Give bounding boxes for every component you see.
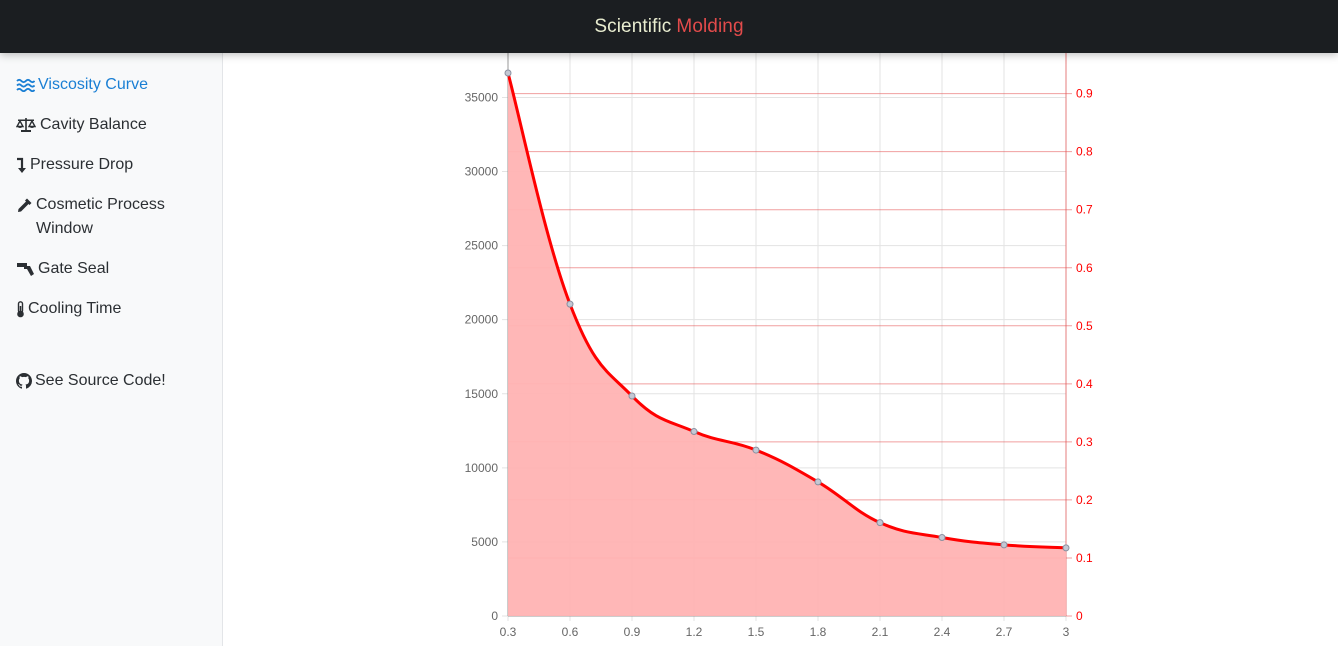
brand-title[interactable]: Scientific Molding	[594, 16, 743, 38]
sidebar: Viscosity Curve Cavity Balance Pressure …	[0, 53, 223, 646]
y-right-tick-label: 0.7	[1076, 203, 1093, 217]
sidebar-item-label: Viscosity Curve	[38, 76, 148, 93]
y-left-tick-label: 25000	[465, 239, 499, 253]
gavel-icon	[16, 257, 38, 281]
y-left-tick-label: 0	[491, 609, 498, 623]
sidebar-item-cavity-balance[interactable]: Cavity Balance	[0, 113, 222, 137]
sidebar-item-viscosity-curve[interactable]: Viscosity Curve	[0, 73, 222, 97]
eyedropper-icon	[16, 193, 36, 217]
viscosity-chart-panel: 0.3 0.6 0.9 1.2 1.5 1.8 2.1 2.4 2.7 3 0 5000 10000 15…	[223, 53, 1338, 646]
level-down-arrow-icon	[16, 153, 30, 177]
sidebar-item-label: Gate Seal	[38, 260, 110, 277]
see-source-code-link[interactable]: See Source Code!	[0, 369, 222, 393]
y-left-tick-label: 35000	[465, 90, 499, 104]
x-tick-label: 1.5	[748, 625, 765, 639]
series-area-fill	[508, 73, 1066, 616]
sidebar-item-label: Cosmetic Process Window	[36, 196, 165, 237]
y-right-tick-label: 0.9	[1076, 87, 1093, 101]
x-tick-label: 2.4	[934, 625, 951, 639]
y-left-tick-label: 5000	[471, 535, 498, 549]
y-right-tick-label: 0.1	[1076, 551, 1093, 565]
y-right-tick-label: 0.4	[1076, 377, 1093, 391]
data-point	[1062, 544, 1070, 552]
x-tick-label: 1.2	[686, 625, 703, 639]
y-right-tick-label: 0.5	[1076, 319, 1093, 333]
sidebar-item-cosmetic-process-window[interactable]: Cosmetic Process Window	[0, 193, 222, 241]
water-waves-icon	[16, 73, 38, 97]
data-point	[752, 446, 760, 454]
balance-scale-icon	[16, 113, 40, 137]
data-point	[690, 428, 698, 436]
data-point	[938, 533, 946, 541]
y-left-tick-label: 10000	[465, 461, 499, 475]
x-tick-label: 2.7	[996, 625, 1013, 639]
sidebar-item-pressure-drop[interactable]: Pressure Drop	[0, 153, 222, 177]
data-point	[566, 300, 574, 308]
sidebar-item-gate-seal[interactable]: Gate Seal	[0, 257, 222, 281]
data-point	[876, 519, 884, 527]
x-tick-label: 2.1	[872, 625, 889, 639]
sidebar-item-label: Cooling Time	[28, 300, 122, 317]
data-point	[1000, 541, 1008, 549]
data-point	[814, 478, 822, 486]
data-point	[628, 392, 636, 400]
top-navbar: Scientific Molding	[0, 0, 1338, 53]
y-right-tick-label: 0.3	[1076, 435, 1093, 449]
y-right-tick-label: 0.8	[1076, 145, 1093, 159]
sidebar-item-label: Cavity Balance	[40, 116, 147, 133]
y-right-tick-label: 0	[1076, 609, 1083, 623]
y-left-tick-label: 30000	[465, 165, 499, 179]
x-tick-label: 1.8	[810, 625, 827, 639]
brand-title-accent: Molding	[676, 15, 744, 37]
see-source-code-label: See Source Code!	[35, 372, 166, 389]
x-tick-label: 0.9	[624, 625, 641, 639]
y-left-tick-label: 20000	[465, 313, 499, 327]
sidebar-item-label: Pressure Drop	[30, 156, 134, 173]
x-tick-label: 3	[1063, 625, 1070, 639]
brand-title-main: Scientific	[594, 15, 672, 37]
x-tick-label: 0.3	[500, 625, 517, 639]
x-tick-label: 0.6	[562, 625, 579, 639]
viscosity-chart[interactable]: 0.3 0.6 0.9 1.2 1.5 1.8 2.1 2.4 2.7 3050001000015…	[223, 53, 1338, 646]
data-point	[504, 69, 512, 77]
sidebar-item-cooling-time[interactable]: Cooling Time	[0, 297, 222, 321]
github-icon	[16, 369, 35, 393]
thermometer-icon	[16, 297, 28, 321]
y-right-tick-label: 0.2	[1076, 493, 1093, 507]
y-right-tick-label: 0.6	[1076, 261, 1093, 275]
y-left-tick-label: 15000	[465, 387, 499, 401]
